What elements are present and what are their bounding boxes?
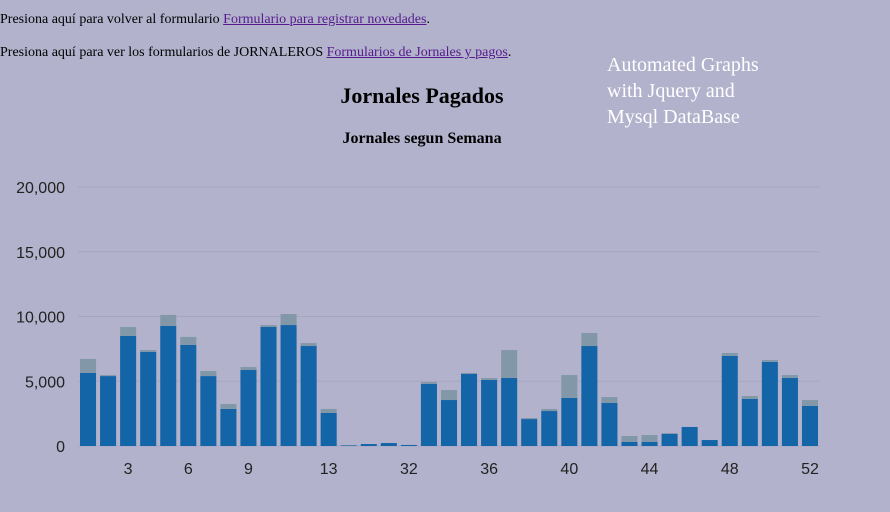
bar-segment — [100, 375, 117, 377]
x-tick-label: 6 — [184, 461, 193, 478]
y-tick-label: 15,000 — [16, 245, 65, 262]
bar-segment — [220, 404, 237, 409]
bar-segment — [320, 408, 337, 413]
bar-segment — [681, 426, 698, 446]
bar-segment — [521, 419, 538, 446]
bar-segment — [781, 378, 798, 446]
bar-segment — [440, 400, 458, 446]
bar-segment — [761, 360, 778, 362]
y-tick-label: 5,000 — [25, 374, 65, 391]
bar-segment — [420, 383, 437, 446]
bar-segment — [280, 325, 297, 446]
x-tick-label: 48 — [721, 461, 739, 478]
bar-segment — [140, 350, 157, 352]
bar-segment — [80, 372, 97, 446]
bar-segment — [741, 398, 758, 446]
back-link[interactable]: Formulario para registrar novedades — [223, 12, 427, 27]
back-line: Presiona aquí para volver al formulario … — [0, 12, 430, 27]
bar-segment — [260, 326, 277, 446]
bar-segment — [581, 346, 598, 446]
bar-segment — [240, 369, 257, 446]
y-tick-label: 20,000 — [16, 180, 65, 197]
bar-segment — [160, 314, 177, 326]
bar-segment — [160, 325, 177, 446]
x-tick-label: 40 — [560, 461, 578, 478]
bar-segment — [200, 376, 217, 446]
bar-segment — [240, 367, 257, 370]
bar-segment — [801, 400, 818, 406]
bar-segment — [180, 344, 197, 446]
x-tick-label: 36 — [480, 461, 498, 478]
bar-segment — [621, 436, 638, 442]
y-tick-label: 0 — [56, 439, 65, 456]
bar-segment — [621, 441, 638, 446]
bar-segment — [501, 378, 518, 446]
x-tick-label: 3 — [124, 461, 133, 478]
bar-segment — [561, 375, 578, 398]
x-tick-label: 52 — [801, 461, 819, 478]
bar-segment — [120, 335, 137, 446]
bar-segment — [180, 336, 197, 345]
x-tick-label: 32 — [400, 461, 418, 478]
bar-segment — [300, 343, 317, 347]
bar-segment — [481, 379, 498, 446]
bar-segment — [641, 441, 658, 446]
bar-segment — [781, 375, 798, 379]
bar-segment — [461, 372, 478, 374]
bar-segment — [420, 382, 437, 384]
bar-segment — [761, 361, 778, 446]
overlay-text: Mysql DataBase — [607, 106, 740, 128]
jornales-text: Presiona aquí para ver los formularios d… — [0, 45, 324, 60]
bar-segment — [300, 346, 317, 446]
bar-segment — [440, 390, 458, 401]
jornales-line: Presiona aquí para ver los formularios d… — [0, 45, 512, 60]
x-tick-label: 13 — [320, 461, 338, 478]
bar-segment — [501, 350, 518, 379]
jornales-link[interactable]: Formularios de Jornales y pagos — [326, 45, 508, 60]
bar-segment — [721, 355, 738, 446]
chart-subtitle: Jornales segun Semana — [342, 130, 501, 147]
overlay-text: Automated Graphs — [607, 54, 759, 76]
bar-segment — [561, 397, 578, 446]
bar-segment — [641, 434, 658, 442]
bar-segment — [541, 411, 558, 446]
x-tick-label: 9 — [244, 461, 253, 478]
overlay-text: with Jquery and — [607, 80, 735, 102]
y-tick-label: 10,000 — [16, 310, 65, 327]
bar-segment — [661, 433, 678, 434]
bar-segment — [461, 373, 478, 446]
bar-segment — [120, 326, 137, 336]
x-tick-label: 44 — [641, 461, 659, 478]
bar-segment — [260, 325, 277, 327]
bar-segment — [521, 418, 538, 420]
bar-segment — [140, 351, 157, 446]
bar-segment — [481, 378, 498, 380]
bar-segment — [100, 376, 117, 446]
bar-segment — [80, 358, 97, 373]
bar-segment — [721, 353, 738, 356]
bar-segment — [200, 371, 217, 377]
bar-segment — [280, 314, 297, 326]
bar-segment — [400, 444, 417, 446]
bar-segment — [380, 443, 397, 446]
bar-segment — [741, 396, 758, 399]
bar-segment — [601, 403, 618, 446]
bar-segment — [701, 440, 718, 446]
bar-segment — [601, 397, 618, 404]
bar-segment — [360, 444, 377, 446]
bar-segment — [801, 405, 818, 446]
bar-segment — [320, 412, 337, 446]
bar-segment — [581, 332, 598, 347]
bar-segment — [541, 408, 558, 412]
bar-segment — [340, 445, 357, 446]
back-text: Presiona aquí para volver al formulario — [0, 12, 220, 27]
chart-title: Jornales Pagados — [340, 83, 504, 108]
bar-segment — [661, 433, 678, 446]
bar-segment — [220, 408, 237, 446]
